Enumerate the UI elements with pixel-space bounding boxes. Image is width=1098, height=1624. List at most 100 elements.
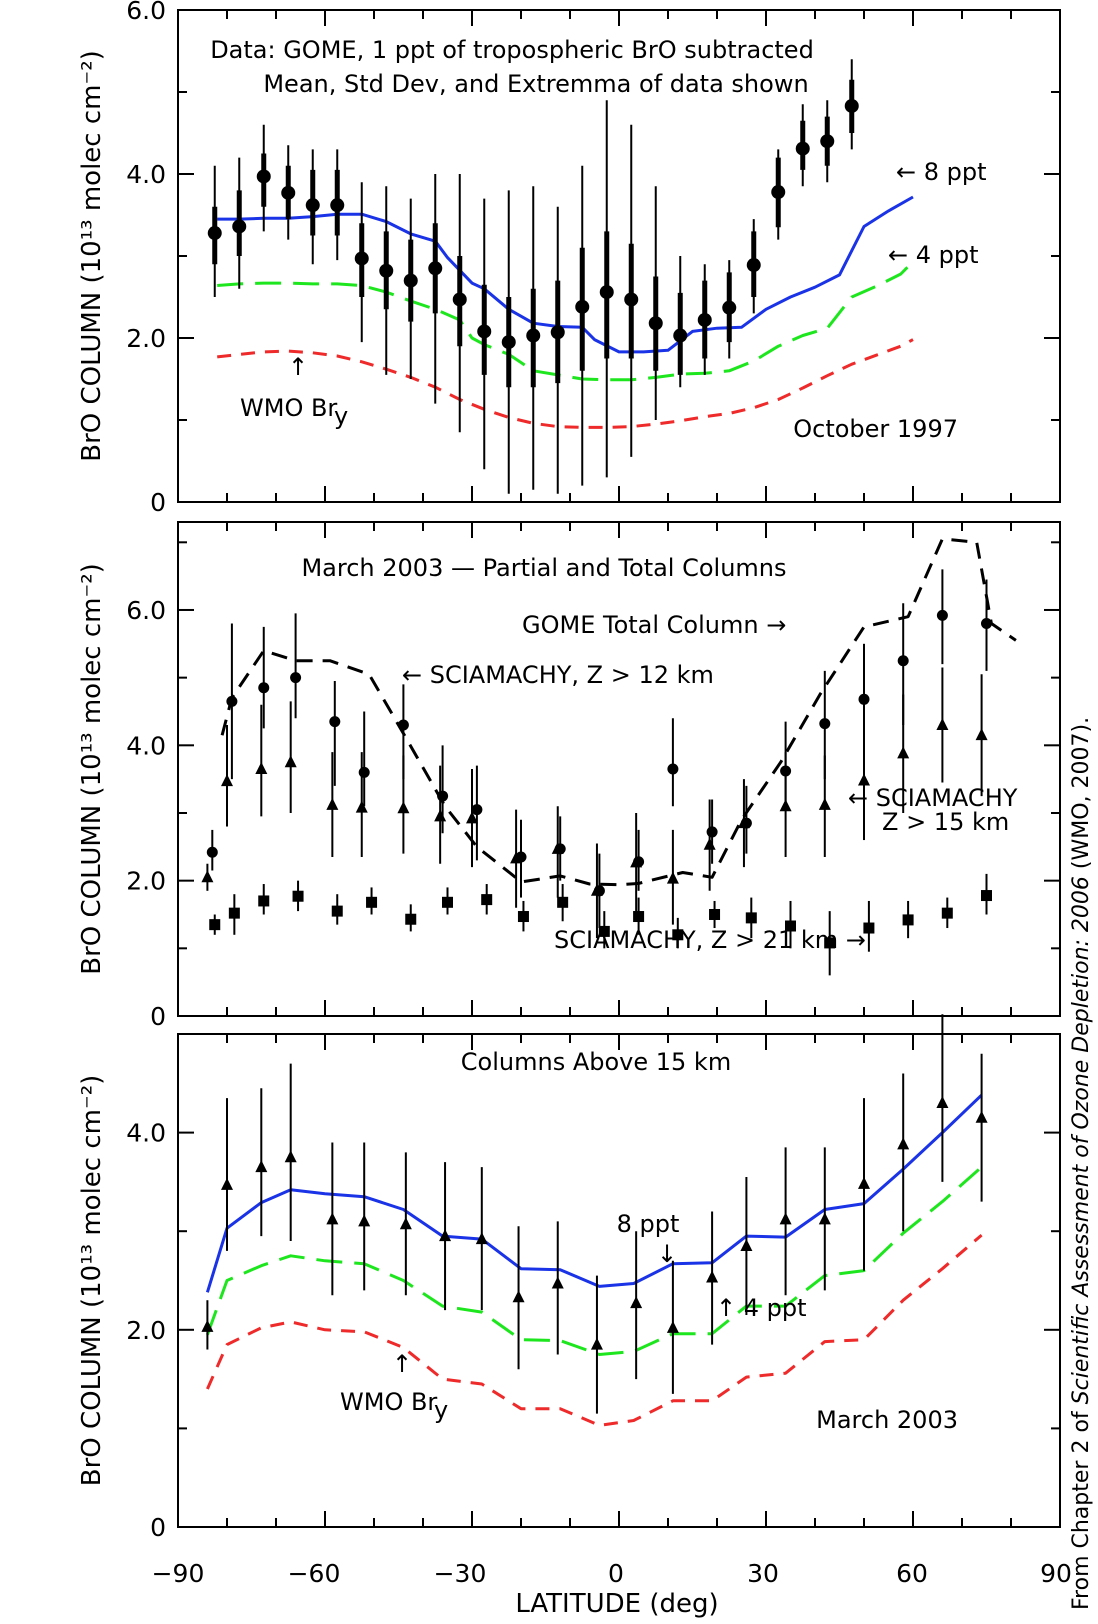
data-point	[379, 263, 394, 278]
label-4ppt: ↑ 4 ppt	[716, 1294, 807, 1322]
data-point	[745, 912, 757, 924]
label-wmo-bry-subscript: y	[434, 1396, 448, 1424]
data-point	[941, 907, 953, 919]
panel-middle: 0 2.0 4.0 6.0 BrO COLUMN (10¹³ molec cm⁻²) Ma…	[77, 521, 1061, 1031]
data-point	[863, 922, 875, 934]
data-point	[255, 1160, 268, 1173]
label-8ppt: 8 ppt	[617, 1210, 680, 1238]
label-8ppt: ← 8 ppt	[896, 158, 987, 186]
data-point	[697, 312, 712, 327]
label-wmo-bry-subscript: y	[334, 402, 348, 430]
data-point	[475, 1232, 488, 1245]
label-month: March 2003	[816, 1406, 958, 1434]
annotation-data-shown: Mean, Std Dev, and Extremma of data show…	[263, 70, 808, 98]
data-point	[746, 258, 761, 273]
data-point	[221, 1177, 233, 1190]
data-point	[551, 1276, 564, 1289]
x-axis: −90 −60 −30 0 30 60 90 LATITUDE (deg)	[152, 1559, 1072, 1619]
data-point	[599, 285, 614, 300]
data-point	[452, 292, 467, 307]
data-point	[512, 1290, 525, 1303]
panel-bottom: 0 2.0 4.0 BrO COLUMN (10¹³ molec cm⁻²) Colum…	[77, 1014, 1061, 1542]
y-tick-label: 0	[150, 1513, 166, 1542]
data-point	[326, 797, 339, 810]
data-point	[255, 762, 268, 774]
data-point	[209, 919, 221, 931]
y-axis-label: BrO COLUMN (10¹³ molec cm⁻²)	[77, 50, 107, 462]
data-point	[666, 1320, 679, 1333]
data-point	[397, 801, 410, 814]
data-point	[466, 811, 478, 824]
data-point	[517, 911, 529, 923]
data-point	[667, 763, 679, 775]
data-point	[405, 913, 417, 925]
label-gome-total: GOME Total Column →	[522, 611, 786, 639]
data-point	[737, 816, 750, 829]
panel-top: 0 2.0 4.0 6.0 BrO COLUMN (10¹³ molec cm⁻²) Da…	[77, 0, 1061, 517]
data-point	[550, 325, 565, 340]
data-point	[575, 299, 590, 314]
x-tick-label-7: 90	[1040, 1559, 1072, 1588]
data-point	[771, 185, 786, 200]
data-point	[981, 890, 992, 902]
data-point	[329, 716, 341, 728]
series-line-0	[217, 195, 914, 354]
data-point	[358, 766, 370, 778]
data-point	[897, 1137, 910, 1150]
data-point	[526, 328, 541, 343]
y-tick-label: 4.0	[126, 160, 166, 189]
x-tick-label-5: 30	[747, 1559, 779, 1588]
y-axis-label: BrO COLUMN (10¹³ molec cm⁻²)	[77, 563, 107, 975]
panel-title: Columns Above 15 km	[461, 1048, 731, 1076]
y-tick-label: 4.0	[126, 731, 166, 760]
y-tick-label: 0	[150, 1002, 166, 1031]
series-line-1	[217, 260, 915, 382]
data-point	[281, 185, 296, 200]
y-tick-label: 6.0	[126, 0, 166, 25]
data-point	[624, 292, 639, 307]
y-tick-label: 4.0	[126, 1119, 166, 1148]
data-point	[354, 251, 369, 266]
data-point	[331, 905, 343, 917]
data-point	[590, 1337, 603, 1350]
x-tick-label-3: −30	[434, 1559, 487, 1588]
credit-line: From Chapter 2 of Scientific Assessment …	[1069, 717, 1094, 1610]
data-point	[858, 773, 870, 786]
data-point	[330, 198, 345, 213]
data-point	[501, 335, 516, 350]
data-point	[428, 261, 443, 276]
data-point	[557, 896, 569, 908]
data-point	[228, 907, 240, 919]
series-line-1	[205, 1165, 983, 1356]
label-wmo-bry: WMO Br	[340, 1388, 437, 1416]
data-point	[975, 728, 988, 741]
data-point	[666, 871, 679, 884]
data-point	[820, 134, 835, 149]
data-point	[510, 851, 523, 864]
data-point	[706, 1270, 719, 1283]
y-tick-label: 2.0	[126, 324, 166, 353]
credit-italic: Scientific Assessment of Ozone Depletion…	[1069, 876, 1094, 1404]
data-point	[672, 929, 684, 941]
data-point	[709, 908, 721, 920]
annotation-data-source: Data: GOME, 1 ppt of tropospheric BrO su…	[210, 36, 814, 64]
data-point	[471, 804, 483, 816]
x-tick-label-2: −60	[288, 1559, 341, 1588]
data-point	[630, 855, 643, 868]
label-4ppt: ← 4 ppt	[888, 241, 979, 269]
y-tick-label: 2.0	[126, 867, 166, 896]
y-tick-label: 0	[150, 488, 166, 517]
data-point	[366, 896, 378, 908]
data-point	[818, 1212, 831, 1225]
data-point	[824, 937, 836, 949]
x-tick-label-6: 60	[896, 1559, 928, 1588]
data-point	[897, 746, 910, 759]
data-point	[844, 98, 859, 113]
data-point	[305, 198, 320, 213]
data-point	[258, 682, 270, 694]
data-point	[284, 755, 297, 768]
data-point	[722, 300, 737, 315]
series-line-0	[205, 1094, 983, 1293]
data-point	[779, 799, 792, 812]
